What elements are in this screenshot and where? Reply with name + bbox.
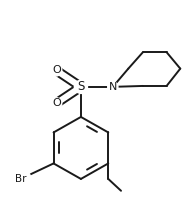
Text: N: N	[109, 82, 117, 92]
Circle shape	[51, 65, 62, 76]
Circle shape	[74, 80, 87, 93]
Text: O: O	[52, 66, 61, 75]
Circle shape	[51, 98, 62, 109]
Text: Br: Br	[15, 174, 27, 184]
Circle shape	[108, 82, 118, 92]
Text: O: O	[52, 98, 61, 108]
Circle shape	[11, 169, 31, 189]
Text: S: S	[77, 80, 85, 93]
